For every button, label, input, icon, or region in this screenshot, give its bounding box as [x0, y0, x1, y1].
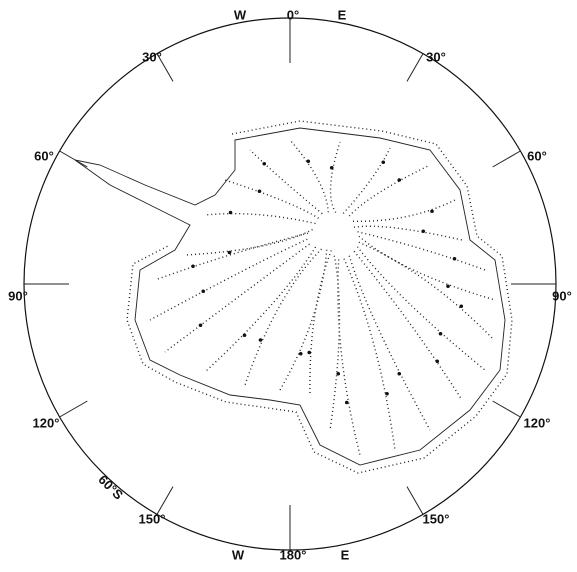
flow-line — [204, 246, 317, 373]
longitude-label: 120° — [524, 415, 551, 430]
flow-line — [352, 199, 456, 222]
flow-line — [154, 232, 309, 281]
flow-arrow — [446, 284, 450, 289]
flow-arrow — [307, 350, 312, 355]
flow-arrow — [298, 351, 303, 356]
flow-arrow — [198, 323, 203, 328]
flow-line — [184, 228, 313, 256]
longitude-label: 60° — [527, 148, 547, 163]
meridian-tick — [406, 486, 424, 515]
flow-arrow — [257, 189, 262, 194]
flow-arrow — [228, 210, 233, 215]
meridian-tick — [156, 53, 174, 82]
flow-line — [164, 243, 310, 353]
flow-arrow — [227, 250, 232, 255]
longitude-label: 30° — [142, 49, 162, 64]
longitude-label: 90° — [8, 288, 28, 303]
longitude-label: 30° — [426, 49, 446, 64]
flow-arrow — [459, 304, 464, 309]
flow-arrow — [329, 165, 334, 170]
meridian-tick — [156, 486, 174, 515]
east-label: E — [338, 7, 347, 22]
flow-arrow — [191, 264, 195, 269]
flow-arrow — [435, 359, 440, 364]
flow-arrow — [258, 338, 263, 342]
flow-arrow — [430, 209, 434, 214]
flow-line — [309, 250, 332, 396]
flow-arrow — [242, 333, 247, 338]
flow-line — [353, 250, 463, 401]
flow-line — [329, 255, 341, 431]
flow-line — [353, 225, 463, 241]
meridian-label: 0° — [287, 7, 299, 22]
longitude-label: 60° — [34, 148, 54, 163]
meridian-tick — [59, 150, 88, 168]
outer-flow-line — [126, 120, 513, 474]
flow-arrow — [452, 256, 457, 261]
flow-line — [149, 238, 308, 321]
longitude-label: 150° — [423, 511, 450, 526]
flow-arrow — [397, 371, 402, 376]
flow-line — [358, 241, 495, 341]
flow-arrow — [438, 331, 443, 336]
flow-arrow — [421, 229, 426, 234]
flow-line — [204, 212, 316, 225]
meridian-label: 180° — [280, 547, 307, 562]
meridian-tick — [492, 400, 521, 418]
longitude-label: 90° — [552, 288, 572, 303]
flow-line — [329, 141, 341, 213]
latitude-label: 60°S — [95, 472, 126, 503]
flow-line — [249, 149, 323, 215]
meridian-tick — [59, 400, 88, 418]
flow-lines — [149, 139, 496, 456]
flow-line — [356, 246, 486, 371]
flow-line — [343, 258, 396, 451]
flow-arrow — [381, 160, 386, 165]
coastline — [74, 127, 506, 466]
flow-arrow — [385, 391, 389, 396]
east-label: E — [341, 547, 350, 562]
west-label: W — [232, 547, 245, 562]
flow-line — [289, 139, 329, 213]
latitude-circle — [23, 17, 557, 551]
meridian-ticks — [24, 18, 556, 550]
flow-line — [342, 147, 391, 214]
longitude-label: 150° — [139, 511, 166, 526]
flow-arrow — [262, 161, 267, 166]
meridian-tick — [492, 150, 521, 168]
flow-line — [357, 231, 486, 271]
flow-line — [358, 235, 496, 301]
flow-line — [224, 179, 319, 219]
flow-arrow — [336, 371, 341, 376]
flow-line — [348, 164, 431, 217]
meridian-tick — [406, 53, 424, 82]
flow-line — [348, 255, 431, 431]
flow-arrow — [306, 159, 311, 164]
longitude-label: 120° — [33, 415, 60, 430]
flow-arrow — [344, 400, 349, 405]
west-label: W — [234, 7, 247, 22]
flow-arrow — [397, 178, 402, 182]
flow-arrow — [201, 289, 206, 294]
